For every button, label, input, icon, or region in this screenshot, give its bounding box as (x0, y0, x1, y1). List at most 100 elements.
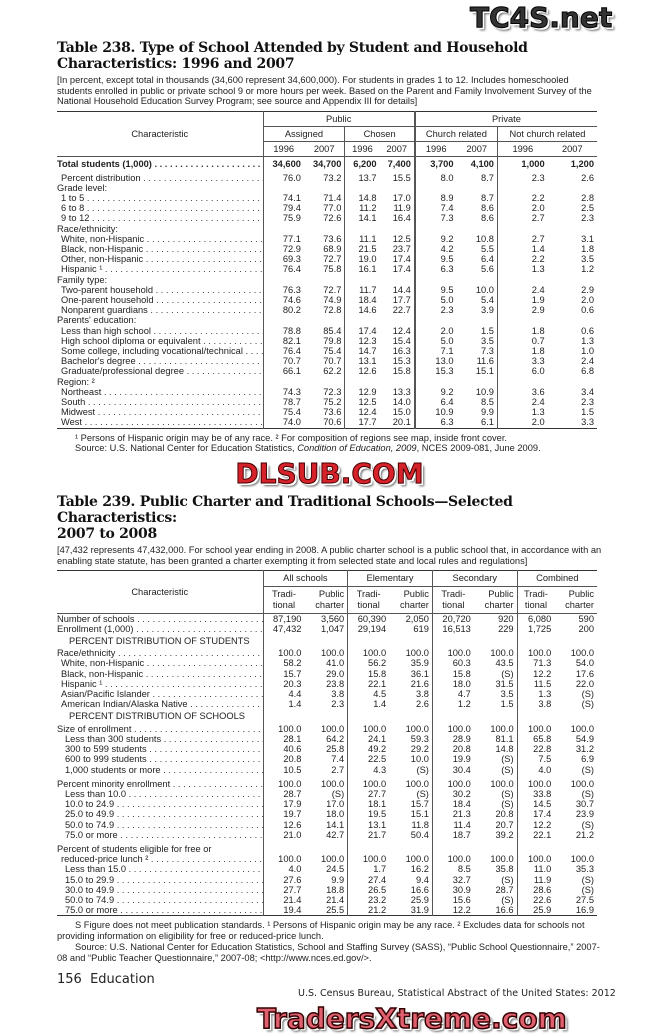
cell-value: 6.4 (413, 397, 457, 408)
cell-value (548, 183, 597, 193)
cell-value: 1.2 (431, 699, 474, 710)
cell-value: 100.0 (262, 723, 305, 734)
table-239-footnote: S Figure does not meet publication stand… (57, 920, 602, 963)
table-row (57, 839, 597, 844)
cell-value: 3.9 (481, 305, 494, 316)
table-row: Race/ethnicity: (57, 223, 597, 234)
cell-value (304, 377, 345, 387)
row-label-text: Less than high school (61, 325, 151, 336)
table-row: 30.0 to 49.9 . . . . . . . . . . . . . .… (57, 884, 597, 895)
row-label: White, non-Hispanic . . . . . . . . . . … (57, 658, 263, 668)
cell-value: 2.0 (496, 417, 548, 429)
cell-value: 100.0 (431, 778, 474, 789)
cell-value: 17.4 (392, 264, 411, 275)
sub-not-church: Not church related (496, 126, 597, 143)
cell-value: 85.4 (323, 325, 342, 336)
cell-value: 16.3 (392, 346, 411, 357)
cell-value (344, 223, 380, 234)
table-238-footnote: ¹ Persons of Hispanic origin may be of a… (57, 433, 602, 455)
cell-value: 15.3 (413, 366, 457, 377)
cell-value: 9.2 (413, 233, 457, 245)
cell-value: 100.0 (570, 778, 594, 789)
dot-leader: . . . . . . . . . . . . . . . . . . . . … (186, 366, 263, 377)
row-label: Percent distribution . . . . . . . . . .… (57, 173, 263, 183)
table-238-headnote: [In percent, except total in thousands (… (57, 75, 592, 107)
cell-value: 7.3 (481, 346, 494, 357)
cell-value: 100.0 (431, 723, 474, 734)
cell-value: 7.4 (413, 203, 457, 214)
cell-value: 100.0 (262, 854, 305, 865)
dot-leader: . . . . . . . . . . . . . . . . . . . . … (116, 809, 263, 820)
cell-value: 19.7 (262, 809, 305, 820)
cell-value: 8.5 (431, 864, 474, 875)
sub-traditional: Tradi- tional (347, 586, 390, 614)
row-label-text: 75.0 or more (65, 829, 118, 840)
dot-leader: . . . . . . . . . . . . . . . . . . . . … (150, 854, 263, 865)
cell-value: 5.5 (481, 244, 494, 255)
row-label: 600 to 999 students . . . . . . . . . . … (57, 754, 263, 764)
cell-value: 1,725 (516, 623, 555, 635)
row-label: White, non-Hispanic . . . . . . . . . . … (57, 234, 263, 244)
cell-value (496, 376, 548, 387)
cell-value (496, 182, 548, 193)
cell-value: 920 (498, 613, 514, 624)
table-row: Percent of students eligible for free or (57, 843, 597, 855)
cell-value: 29.2 (410, 744, 429, 755)
cell-value: 30.2 (431, 788, 474, 800)
cell-value: 28.7 (495, 884, 514, 895)
cell-value: 100.0 (490, 723, 514, 734)
table-row: Grade level: (57, 182, 597, 193)
cell-value: 76.4 (262, 264, 304, 275)
cell-value: 75.4 (262, 407, 304, 418)
cell-value: 3.3 (496, 356, 548, 367)
dot-leader: . . . . . . . . . . . . . . . . . . . . … (143, 172, 263, 183)
cell-value: 100.0 (405, 648, 429, 659)
table-row: Less than 15.0 . . . . . . . . . . . . .… (57, 864, 597, 875)
cell-value (347, 634, 390, 649)
cell-value: 4.7 (431, 689, 474, 700)
cell-value: 15.7 (410, 799, 429, 810)
cell-value (496, 315, 548, 326)
cell-value: 3.6 (496, 386, 548, 398)
table-row: Hispanic ¹ . . . . . . . . . . . . . . .… (57, 264, 597, 275)
dot-leader: . . . . . . . . . . . . . . . . . . . . … (92, 213, 263, 224)
cell-value: 54.0 (575, 658, 594, 669)
year-header: 2007 (303, 141, 345, 158)
row-label: 75.0 or more . . . . . . . . . . . . . .… (57, 830, 263, 840)
sub-assigned: Assigned (262, 126, 345, 143)
table-row: Family type: (57, 274, 597, 285)
cell-value: 22.8 (516, 744, 555, 755)
cell-value: 1.4 (347, 699, 390, 710)
cell-value: 77.1 (262, 233, 304, 245)
table-row: Nonparent guardians . . . . . . . . . . … (57, 305, 597, 316)
row-label-text: Number of schools (57, 613, 135, 624)
dot-leader: . . . . . . . . . . . . . . . . . . . . … (145, 254, 263, 265)
cell-value (548, 275, 597, 285)
row-label-text: 300 to 599 students (65, 744, 147, 755)
sub-traditional: Tradi- tional (516, 586, 555, 614)
cell-value: 28.7 (262, 788, 305, 800)
cell-value (347, 843, 390, 855)
cell-value: 12.4 (344, 407, 380, 418)
cell-value: 12.6 (344, 366, 380, 377)
dot-leader: . . . . . . . . . . . . . . . . . . . . … (116, 799, 263, 810)
cell-value: 4.5 (347, 689, 390, 700)
cell-value: 71.4 (323, 193, 342, 203)
cell-value (413, 223, 457, 234)
cell-value: 16.2 (410, 864, 429, 875)
year-header: 2007 (547, 141, 597, 158)
row-label-text: White, non-Hispanic (61, 658, 145, 669)
cell-value: 11.7 (344, 284, 380, 296)
row-label-text: High school diploma or equivalent (61, 335, 201, 346)
cell-value (413, 315, 457, 326)
cell-value: 17.0 (392, 193, 411, 203)
cell-value: 14.8 (495, 744, 514, 755)
table-row: Percent minority enrollment . . . . . . … (57, 778, 597, 789)
row-label-text: Northeast (61, 386, 102, 397)
table-row: 50.0 to 74.9 . . . . . . . . . . . . . .… (57, 819, 597, 830)
cell-value: 62.2 (323, 366, 342, 377)
table-row: White, non-Hispanic . . . . . . . . . . … (57, 658, 597, 669)
cell-value: 17.9 (262, 799, 305, 810)
cell-value: 18.7 (431, 829, 474, 840)
cell-value (554, 634, 597, 648)
